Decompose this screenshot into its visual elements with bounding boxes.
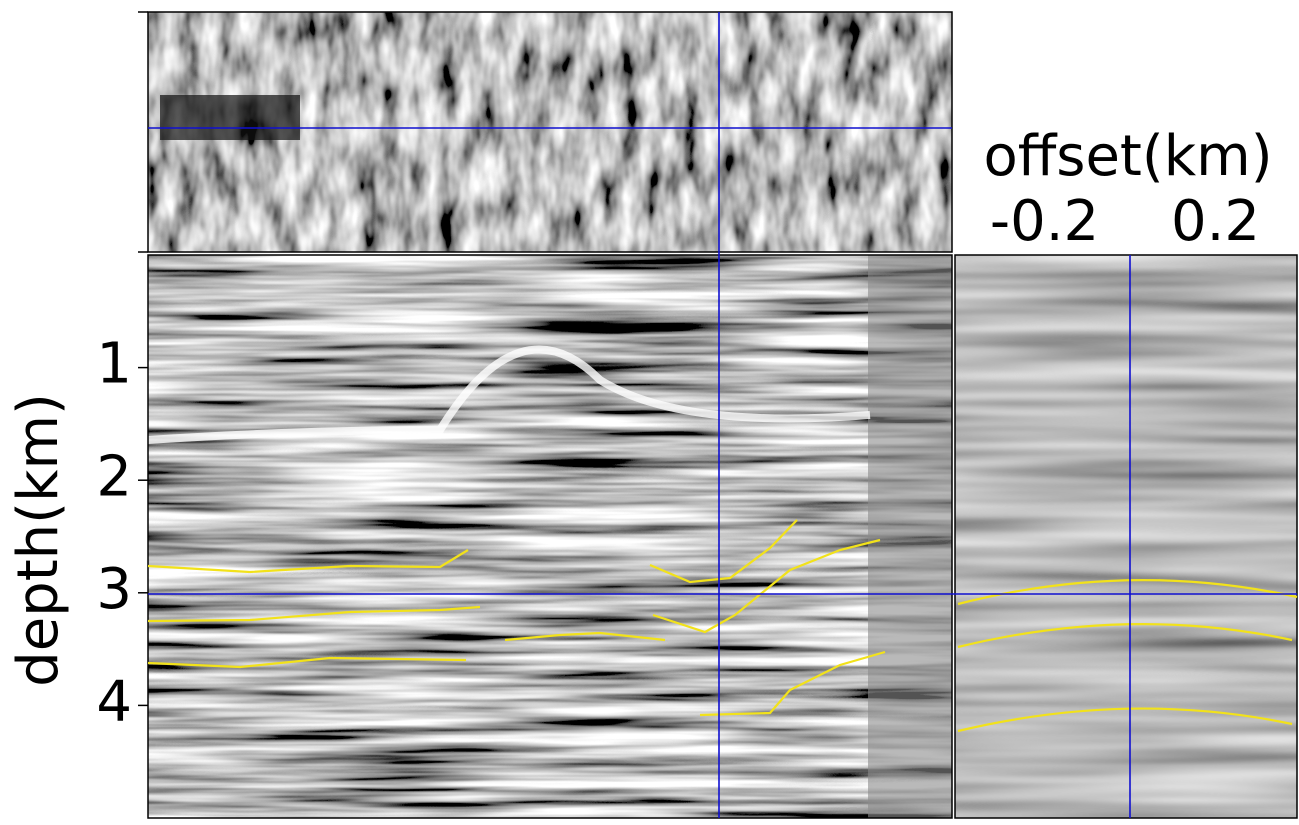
main-edge xyxy=(868,255,952,818)
y-tick-label: 3 xyxy=(96,557,132,622)
gather-image xyxy=(955,255,1297,818)
y-tick-label: 1 xyxy=(96,332,132,397)
main-frame xyxy=(147,254,953,819)
y-tick-label: 4 xyxy=(96,670,132,735)
horizon xyxy=(699,650,886,717)
horizon xyxy=(652,538,881,634)
x-axis-label: offset(km) xyxy=(983,124,1272,189)
top-frame xyxy=(147,11,953,253)
horizon xyxy=(649,519,798,584)
y-tick-label: 2 xyxy=(96,444,132,509)
crosshair xyxy=(148,12,1297,818)
horizon xyxy=(147,549,469,574)
horizon xyxy=(147,656,467,669)
horizons xyxy=(147,519,1298,733)
top-feature xyxy=(160,95,300,140)
gather-frame xyxy=(954,254,1298,819)
horizon xyxy=(147,605,481,623)
x-tick-label: 0.2 xyxy=(1171,189,1260,254)
x-tick-label: -0.2 xyxy=(990,189,1099,254)
main-reflector xyxy=(147,345,871,444)
horizon xyxy=(957,623,1293,649)
y-axis-label: depth(km) xyxy=(6,393,71,687)
main-image xyxy=(148,255,952,818)
horizon xyxy=(957,707,1293,733)
horizon xyxy=(504,631,666,642)
